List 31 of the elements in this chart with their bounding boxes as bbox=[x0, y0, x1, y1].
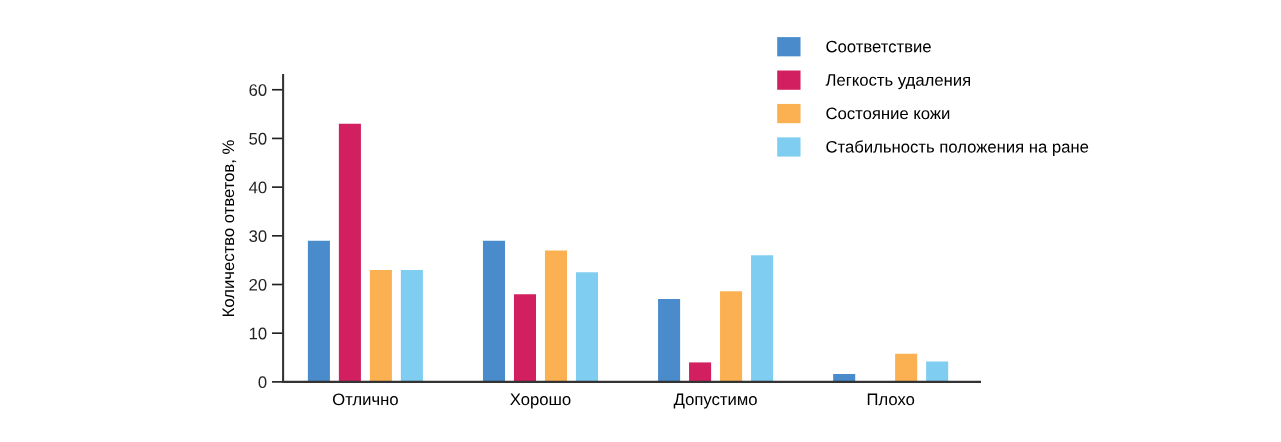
y-tick-label: 40 bbox=[248, 181, 267, 194]
y-tick-label: 20 bbox=[249, 278, 267, 291]
bar bbox=[482, 240, 506, 382]
bar bbox=[307, 240, 330, 382]
bar bbox=[689, 362, 712, 382]
x-tick-label: Отлично bbox=[332, 393, 398, 406]
bar bbox=[544, 250, 568, 382]
bar bbox=[513, 294, 537, 382]
bar bbox=[575, 272, 598, 382]
legend-label: Легкость удаления bbox=[825, 74, 970, 90]
bar bbox=[338, 123, 361, 382]
x-tick-label: Плохо bbox=[867, 393, 915, 406]
y-tick-label: 30 bbox=[249, 230, 267, 243]
bar bbox=[926, 361, 949, 382]
bar bbox=[658, 299, 681, 382]
bar bbox=[833, 374, 856, 382]
bar bbox=[895, 353, 918, 382]
y-tick-label: 10 bbox=[249, 327, 267, 340]
y-axis-title: Количество ответов, % bbox=[222, 140, 237, 316]
x-tick-label: Хорошо bbox=[510, 393, 571, 409]
bar bbox=[400, 269, 423, 382]
x-tick-label: Допустимо bbox=[673, 393, 757, 409]
bar bbox=[369, 269, 392, 382]
legend-label: Соответствие bbox=[826, 40, 931, 53]
legend-label: Стабильность положения на ране bbox=[826, 140, 1089, 156]
y-tick-label: 0 bbox=[258, 376, 267, 389]
bar bbox=[751, 255, 774, 382]
y-tick-label: 50 bbox=[249, 132, 267, 145]
legend-label: Состояние кожи bbox=[826, 107, 950, 120]
y-tick-label: 60 bbox=[249, 84, 267, 96]
bar bbox=[720, 291, 743, 382]
